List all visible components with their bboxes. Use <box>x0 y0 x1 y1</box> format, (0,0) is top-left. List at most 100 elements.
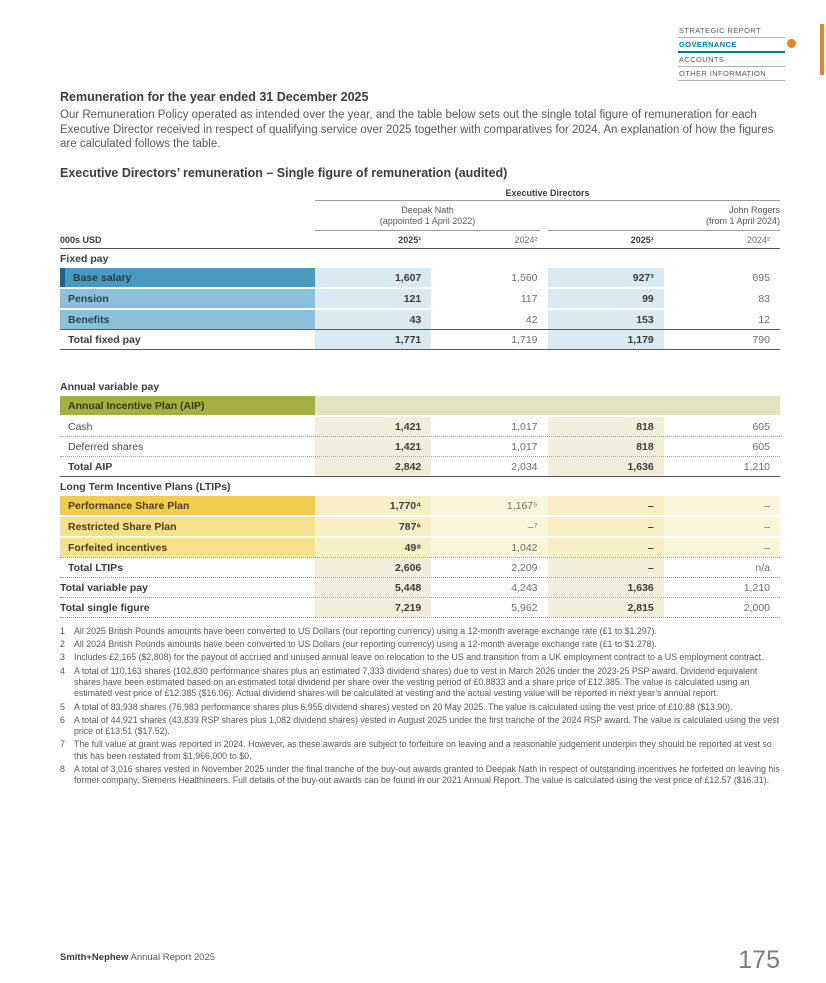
table-cell: 1,636 <box>547 456 664 476</box>
nav-accent-line <box>820 24 824 75</box>
footnote-number: 5 <box>60 701 65 712</box>
column-header-2024-rogers: 2024² <box>746 234 770 245</box>
row-label: Total single figure <box>60 601 150 614</box>
table-cell: 605 <box>752 420 770 433</box>
table-row-base-salary: Base salary 1,607 1,560 927³ 695 <box>60 267 780 289</box>
footnote-2: 2 All 2024 British Pounds amounts have b… <box>60 639 780 650</box>
nav-item-strategic-report[interactable]: STRATEGIC REPORT <box>678 24 785 38</box>
table-cell: 2,842 <box>315 456 432 476</box>
header-spacer <box>60 203 315 231</box>
table-cell: 1,210 <box>743 460 770 473</box>
director-subtext: (from 1 April 2024) <box>705 216 780 227</box>
footnote-text: Includes £2,165 ($2,808) for the payout … <box>74 652 764 663</box>
table-cell: 605 <box>752 440 770 453</box>
footnote-text: All 2025 British Pounds amounts have bee… <box>74 625 657 636</box>
table-row-aip-header: Annual Incentive Plan (AIP) <box>60 395 780 417</box>
table-cell <box>547 395 664 415</box>
table-cell: – <box>663 516 780 536</box>
table-cell: 99 <box>547 288 664 308</box>
row-label: Total variable pay <box>60 581 148 594</box>
row-label: Long Term Incentive Plans (LTIPs) <box>60 480 231 493</box>
table-row-forfeited-incentives: Forfeited incentives 49⁸ 1,042 – – <box>60 537 780 558</box>
table-cell <box>315 395 432 415</box>
nav-item-governance[interactable]: GOVERNANCE <box>678 38 785 53</box>
table-cell: 43 <box>315 309 432 329</box>
footnote-number: 8 <box>60 764 65 775</box>
table-cell: 83 <box>758 292 770 305</box>
table-cell: 7,219 <box>315 597 432 617</box>
table-cell: 5,962 <box>511 601 538 614</box>
footnotes: 1 All 2025 British Pounds amounts have b… <box>60 626 780 787</box>
footnote-number: 6 <box>60 714 65 725</box>
table-cell: 1,421 <box>315 436 432 456</box>
table-row-ltips-header: Long Term Incentive Plans (LTIPs) <box>60 477 780 496</box>
table-cell: 1,017 <box>511 420 538 433</box>
row-label: Pension <box>60 288 315 308</box>
table-cell: 1,719 <box>511 333 538 346</box>
footnote-4: 4 A total of 110,163 shares (102,830 per… <box>60 666 780 700</box>
footnote-3: 3 Includes £2,165 ($2,808) for the payou… <box>60 652 780 663</box>
row-label: Total AIP <box>68 460 113 473</box>
table-cell: 2,606 <box>315 557 432 577</box>
director-name: John Rogers <box>728 204 780 215</box>
table-cell: 153 <box>547 309 664 329</box>
unit-label: 000s USD <box>60 234 102 245</box>
table-cell: 2,034 <box>511 460 538 473</box>
table-cell: 2,000 <box>743 601 770 614</box>
report-title: Annual Report 2025 <box>130 952 216 963</box>
footnote-5: 5 A total of 83,938 shares (76,983 perfo… <box>60 702 780 713</box>
footnote-text: A total of 44,921 shares (43,839 RSP sha… <box>74 714 780 737</box>
row-label: Cash <box>68 420 93 433</box>
table-cell: 121 <box>315 288 432 308</box>
footnote-number: 4 <box>60 665 65 676</box>
table-title: Executive Directors’ remuneration – Sing… <box>60 165 508 180</box>
nav-active-dot <box>787 39 796 48</box>
table-row-total-aip: Total AIP 2,842 2,034 1,636 1,210 <box>60 456 780 477</box>
table-cell: 1,770⁴ <box>315 495 432 515</box>
table-row-total-fixed-pay: Total fixed pay 1,771 1,719 1,179 790 <box>60 328 780 350</box>
table-cell: – <box>547 557 664 577</box>
nav-item-other-information[interactable]: OTHER INFORMATION <box>678 67 785 81</box>
footnote-number: 1 <box>60 625 65 636</box>
footnote-text: A total of 83,938 shares (76,983 perform… <box>74 701 733 712</box>
table-cell: 790 <box>752 333 770 346</box>
column-header-2024-nath: 2024² <box>514 234 538 245</box>
director-header-deepak-nath: Deepak Nath (appointed 1 April 2022) <box>315 203 540 231</box>
table-cell <box>431 395 548 415</box>
footnote-number: 3 <box>60 652 65 663</box>
footnote-text: A total of 3,016 shares vested in Novemb… <box>74 764 780 786</box>
table-cell: 1,017 <box>511 440 538 453</box>
row-label: Fixed pay <box>60 252 109 265</box>
table-row-total-variable-pay: Total variable pay 5,448 4,243 1,636 1,2… <box>60 577 780 598</box>
section-gap <box>60 350 780 377</box>
table-column-header-row: 000s USD 2025¹ 2024² 2025¹ 2024² <box>60 231 780 249</box>
table-cell: 818 <box>547 436 664 456</box>
page-footer: Smith+Nephew Annual Report 2025 <box>60 952 215 963</box>
table-cell: 12 <box>758 313 770 326</box>
table-cell: – <box>663 537 780 557</box>
row-label: Deferred shares <box>68 440 144 453</box>
row-label: Annual variable pay <box>60 380 160 393</box>
table-cell: 695 <box>752 271 770 284</box>
footnote-8: 8 A total of 3,016 shares vested in Nove… <box>60 764 780 787</box>
table-row-pension: Pension 121 117 99 83 <box>60 288 780 310</box>
table-row-restricted-share-plan: Restricted Share Plan 787⁶ –⁷ – – <box>60 516 780 538</box>
table-cell: – <box>547 537 664 557</box>
section-nav: STRATEGIC REPORT GOVERNANCE ACCOUNTS OTH… <box>678 24 785 81</box>
intro-paragraph: Our Remuneration Policy operated as inte… <box>60 109 774 151</box>
row-label: Benefits <box>60 309 315 329</box>
table-cell: 1,771 <box>315 329 432 349</box>
director-header-john-rogers: John Rogers (from 1 April 2024) <box>548 203 780 231</box>
group-header-executive-directors: Executive Directors <box>315 188 780 201</box>
table-cell: 1,607 <box>315 267 432 287</box>
row-label: Total LTIPs <box>68 561 124 574</box>
nav-item-accounts[interactable]: ACCOUNTS <box>678 53 785 67</box>
table-group-header-row: Executive Directors <box>60 188 780 201</box>
table-cell: 1,167⁵ <box>431 495 548 515</box>
page-number: 175 <box>738 946 780 974</box>
row-label: Base salary <box>60 267 315 287</box>
table-row-total-single-figure: Total single figure 7,219 5,962 2,815 2,… <box>60 597 780 618</box>
column-header-2025-nath: 2025¹ <box>398 234 422 245</box>
footnote-text: The full value at grant was reported in … <box>74 739 772 761</box>
